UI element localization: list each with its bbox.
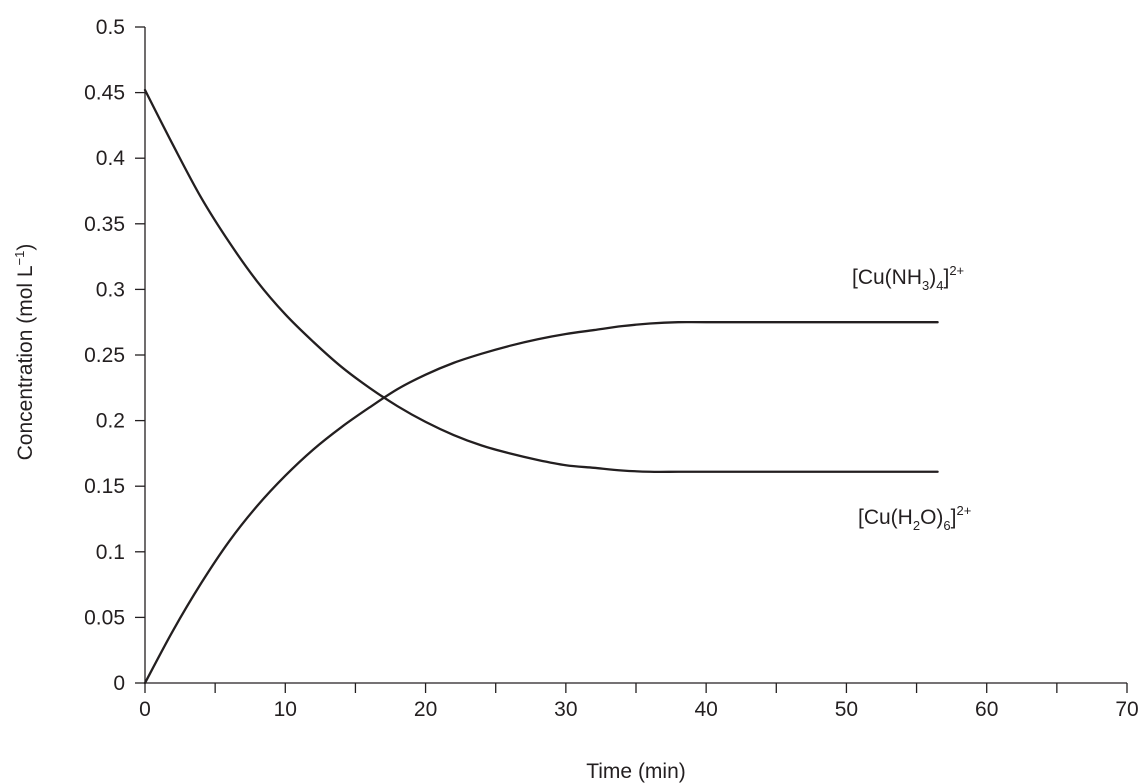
series-label-part: [Cu(H — [858, 506, 913, 529]
y-tick-label: 0.5 — [96, 16, 125, 39]
y-tick-label: 0.35 — [84, 213, 125, 236]
series-label-part: ) — [929, 266, 936, 289]
series-line-1 — [143, 88, 939, 474]
series-lines — [143, 88, 939, 685]
y-axis-title-main: Concentration (mol L — [14, 265, 37, 460]
series-line-0 — [143, 320, 939, 685]
y-tick-label: 0.1 — [96, 541, 125, 564]
series-label-charge: 2+ — [956, 503, 971, 518]
series-label-cu-nh3-4: [Cu(NH3)4]2+ — [852, 263, 964, 293]
x-tick-label: 20 — [414, 698, 437, 721]
series-label-subscript: 4 — [936, 278, 943, 293]
series-label-subscript: 2 — [913, 518, 920, 533]
y-axis-title-exponent: −1 — [12, 251, 27, 266]
x-tick-label: 0 — [139, 698, 151, 721]
y-axis-title-close: ) — [14, 244, 37, 251]
axes — [144, 27, 1127, 684]
x-tick-label: 10 — [274, 698, 297, 721]
y-tick-label: 0.25 — [84, 344, 125, 367]
series-label-part: [Cu(NH — [852, 266, 922, 289]
series-label-subscript: 6 — [943, 518, 950, 533]
series-label-part: ] — [951, 506, 957, 529]
series-label-charge: 2+ — [949, 263, 964, 278]
y-tick-label: 0.3 — [96, 278, 125, 301]
series-label-subscript: 3 — [922, 278, 929, 293]
series-label-part: O) — [920, 506, 943, 529]
y-tick-label: 0.05 — [84, 606, 125, 629]
series-label-part: ] — [943, 266, 949, 289]
y-tick-label: 0.15 — [84, 475, 125, 498]
y-tick-label: 0.4 — [96, 147, 126, 170]
y-tick-label: 0.45 — [84, 82, 125, 105]
y-axis-title: Concentration (mol L−1) — [12, 244, 37, 461]
x-tick-label: 40 — [694, 698, 717, 721]
x-tick-label: 60 — [975, 698, 998, 721]
y-tick-label: 0 — [113, 672, 125, 695]
x-tick-label: 50 — [835, 698, 858, 721]
x-tick-label: 70 — [1115, 698, 1138, 721]
y-axis-ticks: 0 0.05 0.1 0.15 0.2 0.25 0.3 0.35 0.4 0.45 0.5 — [84, 16, 145, 695]
series-label-cu-h2o-6: [Cu(H2O)6]2+ — [858, 503, 971, 533]
y-tick-label: 0.2 — [96, 410, 125, 433]
x-tick-label: 30 — [554, 698, 577, 721]
x-axis-title: Time (min) — [586, 760, 686, 783]
x-axis-ticks: 0 10 20 30 40 50 60 70 — [139, 683, 1139, 721]
